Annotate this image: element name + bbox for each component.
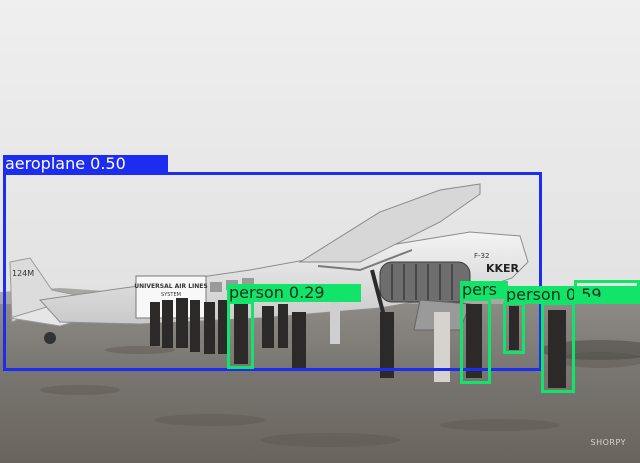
wing-struts [317,249,413,272]
person-figure [262,306,274,348]
person-figure [292,312,306,370]
registration-mark: 124M [12,269,34,278]
person-figure [204,302,215,354]
aeroplane-detection-label: aeroplane 0.50 [3,155,168,173]
photo-credit-watermark: SHORPY [590,438,626,447]
person-bounding-box [541,302,575,393]
person-figure [509,306,519,350]
person-figure [234,304,248,364]
person-figure [466,304,482,378]
engine-fins [391,264,453,300]
propeller [370,269,386,317]
person-bounding-box [503,302,525,354]
person-figure [162,300,173,348]
aeroplane-bounding-box [3,172,542,371]
person-bounding-box [574,280,640,300]
cabin-sign-line-1: UNIVERSAL AIR LINES [134,283,207,290]
person-figure [190,300,200,352]
person-detection-label: person 0.29 [227,284,361,302]
person-bounding-box [460,298,491,384]
person-figure [380,312,394,378]
person-figure [218,300,228,354]
person-figure [150,302,160,346]
person-detection-label: pers [460,281,508,299]
cabin-sign-line-2: SYSTEM [161,292,181,298]
upper-wing [298,183,481,263]
model-mark: F-32 [474,252,489,260]
tail-wheel [44,332,56,344]
person-figure [176,298,188,348]
ground-texture [40,346,640,447]
person-figure [434,312,450,382]
person-figure [330,302,340,344]
crowd [150,298,566,388]
person-bounding-box [227,301,254,369]
maker-mark: KKER [486,262,520,275]
person-figure [278,304,288,348]
person-figure [548,310,566,388]
